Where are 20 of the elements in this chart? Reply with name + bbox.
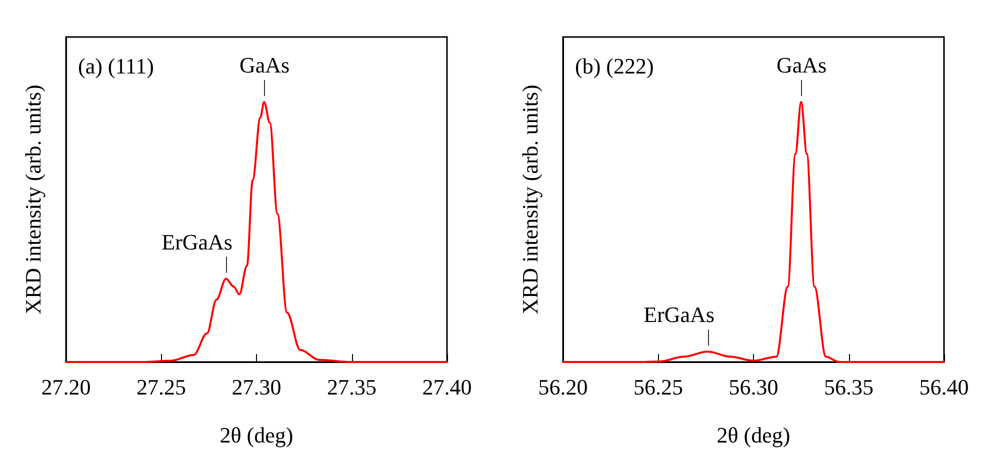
x-tick-label: 27.30 [232, 374, 282, 400]
annotation: ErGaAs [162, 229, 232, 254]
x-tick-label: 27.35 [327, 374, 376, 400]
x-tick-label: 56.35 [824, 374, 874, 400]
x-tick-label: 56.40 [919, 374, 969, 400]
x-tick-label: 56.20 [538, 374, 588, 400]
text: (a) (111) [78, 54, 154, 78]
annotation: GaAs [239, 52, 290, 78]
x-axis-title: 2θ (deg) [716, 422, 790, 448]
x-tick-label: 56.30 [728, 374, 778, 400]
x-tick-label: 27.20 [41, 374, 91, 400]
y-axis-title: XRD intensity (arb. units) [518, 84, 542, 314]
x-tick-label: 27.40 [422, 374, 472, 400]
x-tick-label: 56.25 [634, 374, 683, 400]
annotation: GaAs [776, 52, 827, 78]
annotation: ErGaAs [644, 302, 714, 328]
x-axis-title: 2θ (deg) [220, 422, 294, 448]
y-axis-title: XRD intensity (arb. units) [20, 84, 46, 314]
x-tick-label: 27.25 [136, 374, 186, 400]
text: (b) (222) [575, 54, 654, 78]
